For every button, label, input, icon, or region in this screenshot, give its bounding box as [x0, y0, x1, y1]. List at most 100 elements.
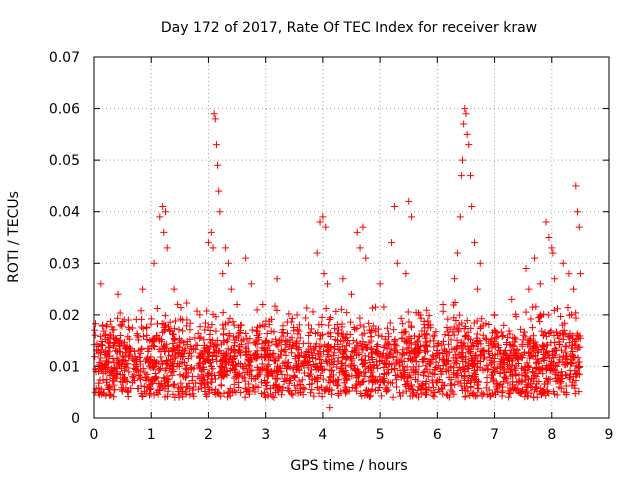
data-point [239, 364, 247, 372]
data-point [503, 351, 511, 359]
data-point [565, 339, 573, 347]
data-point [393, 259, 401, 267]
data-point [252, 355, 260, 363]
data-point [286, 375, 294, 383]
data-point [527, 336, 535, 344]
data-point [244, 339, 252, 347]
data-point [164, 387, 172, 395]
data-point [119, 352, 127, 360]
data-point [318, 359, 326, 367]
data-point [535, 314, 543, 322]
data-point [278, 348, 286, 356]
data-point [463, 317, 471, 325]
data-point [294, 363, 302, 371]
data-point [444, 356, 452, 364]
data-point [233, 301, 241, 309]
data-point [469, 357, 477, 365]
data-point [223, 338, 231, 346]
data-point [427, 387, 435, 395]
data-point [473, 334, 481, 342]
data-point [414, 386, 422, 394]
data-point [226, 353, 234, 361]
data-point [551, 338, 559, 346]
data-point [506, 330, 514, 338]
data-point [212, 327, 220, 335]
data-point [353, 380, 361, 388]
data-point [408, 386, 416, 394]
data-point [412, 376, 420, 384]
data-point [467, 172, 475, 180]
data-point [418, 381, 426, 389]
data-point [488, 359, 496, 367]
data-point [485, 321, 493, 329]
data-point [456, 311, 464, 319]
data-point [235, 379, 243, 387]
data-point [456, 213, 464, 221]
data-point [424, 317, 432, 325]
data-point [204, 323, 212, 331]
data-point [523, 359, 531, 367]
y-tick-label: 0.05 [49, 153, 80, 169]
data-point [279, 332, 287, 340]
data-point [494, 387, 502, 395]
data-point [156, 213, 164, 221]
data-point [421, 334, 429, 342]
data-point [520, 331, 528, 339]
data-point [417, 385, 425, 393]
data-point [302, 353, 310, 361]
data-point [270, 349, 278, 357]
data-point [476, 259, 484, 267]
data-point [192, 379, 200, 387]
data-point [294, 326, 302, 334]
data-point [230, 380, 238, 388]
data-point [376, 373, 384, 381]
data-point [533, 360, 541, 368]
data-point [155, 380, 163, 388]
data-point [445, 340, 453, 348]
grid-layer [94, 57, 609, 418]
data-point [465, 359, 473, 367]
data-point [369, 356, 377, 364]
data-point [194, 385, 202, 393]
data-point [141, 369, 149, 377]
data-point [489, 368, 497, 376]
data-point [92, 320, 100, 328]
data-point [171, 317, 179, 325]
data-point [279, 322, 287, 330]
data-point [393, 342, 401, 350]
data-point [420, 355, 428, 363]
data-point [512, 386, 520, 394]
data-point [380, 303, 388, 311]
data-point [126, 347, 134, 355]
x-tick-label: 1 [147, 427, 156, 443]
data-point [441, 331, 449, 339]
data-point [464, 328, 472, 336]
data-point [253, 306, 261, 314]
data-point [247, 280, 255, 288]
data-point [474, 359, 482, 367]
data-point [179, 327, 187, 335]
data-point [369, 373, 377, 381]
data-point [298, 349, 306, 357]
data-point [176, 371, 184, 379]
data-point [268, 368, 276, 376]
data-point [423, 341, 431, 349]
data-point [228, 346, 236, 354]
data-point [364, 364, 372, 372]
data-point [339, 275, 347, 283]
data-point [101, 351, 109, 359]
data-point [398, 335, 406, 343]
data-point [381, 359, 389, 367]
data-point [538, 388, 546, 396]
data-point [93, 347, 101, 355]
data-point [224, 259, 232, 267]
data-point [353, 228, 361, 236]
data-point [327, 373, 335, 381]
y-tick-label: 0.02 [49, 308, 80, 324]
data-point [170, 362, 178, 370]
data-point [246, 351, 254, 359]
data-point [398, 329, 406, 337]
data-point [246, 335, 254, 343]
data-point [97, 280, 105, 288]
data-point [315, 385, 323, 393]
